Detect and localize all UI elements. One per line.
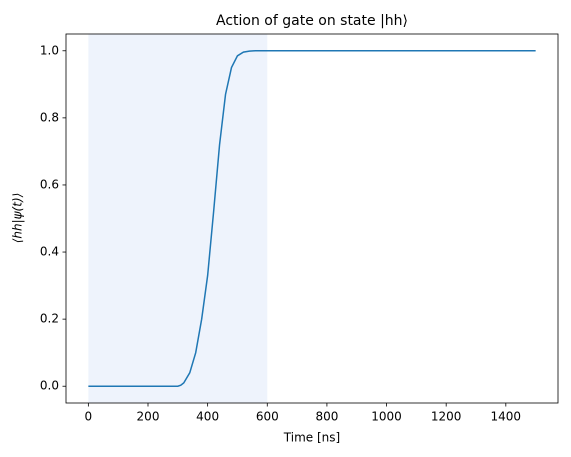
x-tick-label: 1400 <box>491 410 522 424</box>
shaded-region <box>88 34 268 403</box>
x-tick-label: 1200 <box>431 410 462 424</box>
x-tick-label: 800 <box>315 410 338 424</box>
x-tick-label: 0 <box>85 410 93 424</box>
axes-frame <box>65 33 559 404</box>
chart-title: Action of gate on state |hh⟩ <box>216 13 408 29</box>
x-axis-label: Time [ns] <box>283 431 340 445</box>
x-tick-label: 600 <box>256 410 279 424</box>
y-tick-label: 0.2 <box>40 312 59 326</box>
x-tick-label: 1000 <box>371 410 402 424</box>
data-line <box>88 50 536 387</box>
x-tick-label: 400 <box>196 410 219 424</box>
y-tick-label: 0.8 <box>40 110 59 124</box>
y-axis-label: ⟨hh|ψ(t)⟩ <box>11 193 25 244</box>
y-tick-label: 1.0 <box>40 43 59 57</box>
y-tick-label: 0.6 <box>40 177 59 191</box>
x-tick-label: 200 <box>137 410 160 424</box>
y-tick-label: 0.4 <box>40 245 59 259</box>
y-tick-label: 0.0 <box>40 379 59 393</box>
